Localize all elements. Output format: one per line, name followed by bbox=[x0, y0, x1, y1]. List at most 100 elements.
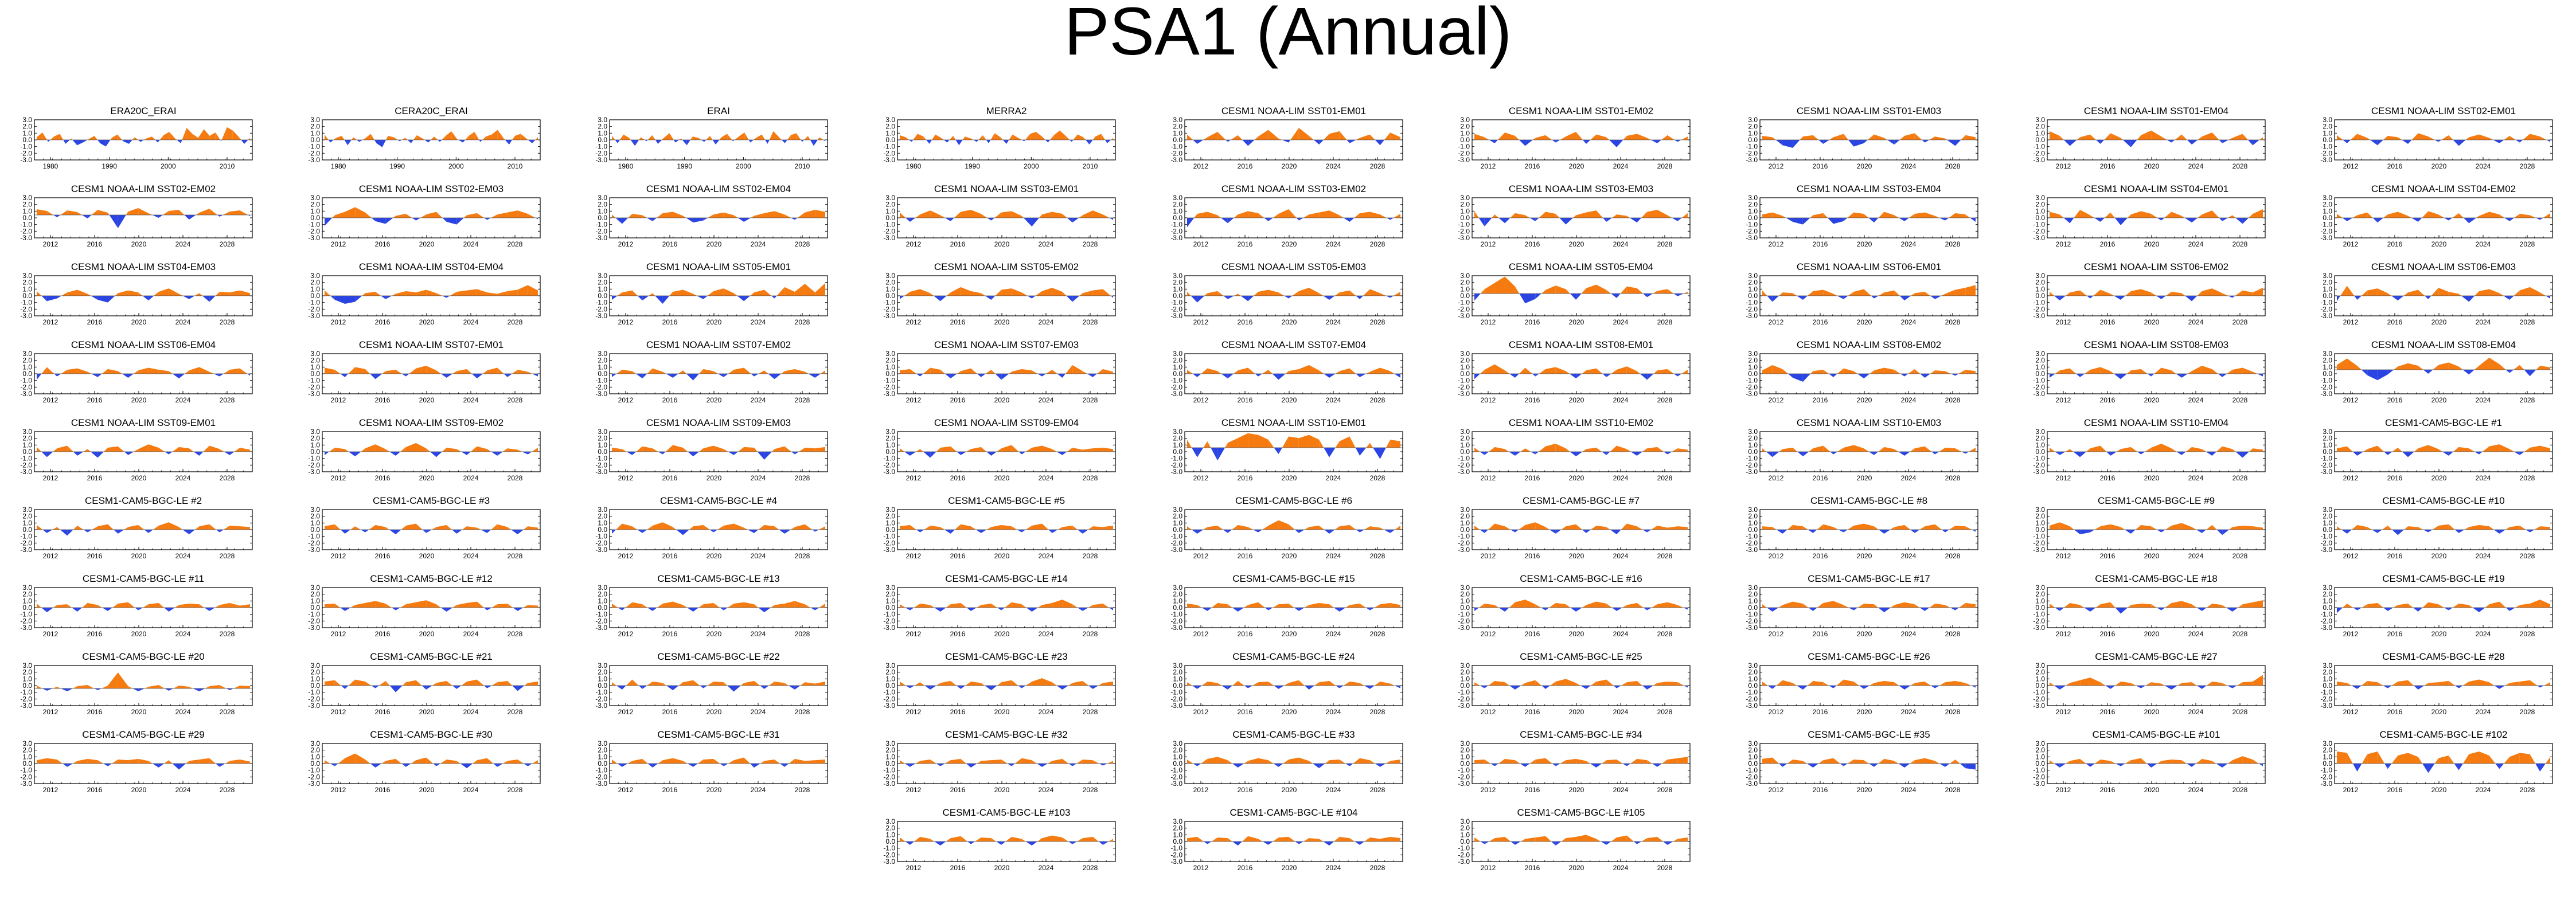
positive-area bbox=[365, 212, 372, 218]
positive-area bbox=[2337, 446, 2347, 452]
y-tick-label: 3.0 bbox=[885, 116, 895, 124]
positive-area bbox=[2337, 214, 2343, 218]
positive-area bbox=[209, 132, 216, 140]
panel-title: CESM1 NOAA-LIM SST09-EM03 bbox=[646, 417, 791, 428]
x-tick-label: 2028 bbox=[1657, 318, 1673, 326]
y-tick-label: -1.0 bbox=[595, 533, 607, 541]
y-tick-label: -2.0 bbox=[2320, 305, 2332, 313]
positive-area bbox=[774, 446, 785, 452]
positive-area bbox=[434, 136, 438, 140]
positive-area bbox=[240, 290, 250, 296]
positive-area bbox=[2418, 445, 2429, 452]
positive-area bbox=[334, 448, 345, 452]
negative-area bbox=[1606, 218, 1612, 222]
positive-area bbox=[2187, 371, 2192, 374]
positive-area bbox=[2367, 138, 2370, 140]
positive-area bbox=[1278, 209, 1289, 218]
positive-area bbox=[790, 527, 795, 530]
negative-area bbox=[399, 140, 402, 142]
negative-area bbox=[1227, 296, 1234, 299]
positive-area bbox=[713, 212, 724, 218]
panel-title: CESM1 NOAA-LIM SST01-EM01 bbox=[1221, 105, 1366, 116]
y-tick-label: -2.0 bbox=[20, 305, 32, 313]
positive-area bbox=[819, 137, 823, 140]
positive-area bbox=[632, 290, 638, 296]
negative-area bbox=[2438, 140, 2442, 142]
x-tick-label: 2012 bbox=[618, 240, 634, 248]
negative-area bbox=[177, 140, 181, 143]
positive-area bbox=[486, 134, 492, 140]
positive-area bbox=[784, 446, 791, 452]
positive-area bbox=[940, 527, 944, 530]
negative-area bbox=[381, 296, 386, 299]
negative-area bbox=[1673, 293, 1678, 296]
x-tick-label: 2016 bbox=[375, 396, 391, 404]
positive-area bbox=[1793, 448, 1798, 452]
positive-area bbox=[1238, 367, 1248, 374]
negative-area bbox=[2361, 370, 2368, 375]
positive-area bbox=[794, 284, 805, 296]
negative-area bbox=[1087, 374, 1093, 377]
panel-title: CESM1 NOAA-LIM SST08-EM03 bbox=[2084, 339, 2228, 350]
negative-area bbox=[973, 140, 977, 142]
negative-area bbox=[771, 296, 775, 299]
y-tick-label: -3.0 bbox=[1458, 234, 1470, 242]
positive-area bbox=[1268, 370, 1273, 374]
positive-area bbox=[2232, 526, 2243, 530]
x-tick-label: 2012 bbox=[2056, 474, 2071, 482]
x-tick-label: 2028 bbox=[795, 552, 810, 560]
negative-area bbox=[2524, 370, 2530, 377]
positive-area bbox=[2428, 136, 2435, 140]
y-tick-label: -2.0 bbox=[883, 305, 895, 313]
panel-title: CESM1 NOAA-LIM SST03-EM03 bbox=[1509, 183, 1653, 194]
negative-area bbox=[2377, 140, 2383, 146]
positive-area bbox=[431, 136, 435, 140]
negative-area bbox=[2059, 296, 2066, 301]
positive-area bbox=[134, 370, 139, 374]
y-tick-label: 3.0 bbox=[885, 194, 895, 202]
positive-area bbox=[966, 449, 971, 452]
positive-area bbox=[2141, 289, 2152, 296]
y-tick-label: 2.0 bbox=[885, 357, 895, 365]
negative-area bbox=[683, 530, 689, 535]
positive-area bbox=[2499, 293, 2504, 296]
positive-area bbox=[1103, 289, 1111, 296]
positive-area bbox=[138, 292, 143, 296]
panel-title: CESM1 NOAA-LIM SST07-EM02 bbox=[646, 339, 791, 350]
panel-title: CESM1-CAM5-BGC-LE #3 bbox=[373, 495, 490, 506]
positive-area bbox=[134, 449, 139, 452]
positive-area bbox=[1626, 286, 1637, 294]
negative-area bbox=[794, 452, 799, 455]
positive-area bbox=[1083, 137, 1086, 140]
positive-area bbox=[1268, 440, 1274, 448]
negative-area bbox=[975, 530, 981, 533]
negative-area bbox=[2100, 140, 2105, 144]
positive-area bbox=[2059, 136, 2064, 140]
positive-area bbox=[971, 291, 981, 296]
positive-area bbox=[699, 448, 704, 452]
positive-area bbox=[1677, 526, 1688, 530]
panel-34: CESM1 NOAA-LIM SST08-EM023.02.01.00.0-1.… bbox=[1746, 339, 1978, 404]
positive-area bbox=[405, 138, 408, 140]
positive-area bbox=[53, 448, 57, 452]
negative-area bbox=[2540, 218, 2543, 220]
positive-area bbox=[941, 138, 944, 140]
y-tick-label: 2.0 bbox=[1173, 123, 1182, 131]
negative-area bbox=[1838, 530, 1844, 533]
positive-area bbox=[930, 210, 940, 218]
negative-area bbox=[2121, 296, 2126, 300]
positive-area bbox=[345, 449, 349, 452]
negative-area bbox=[1197, 296, 1205, 303]
positive-area bbox=[703, 445, 714, 452]
positive-area bbox=[804, 136, 808, 140]
negative-area bbox=[1295, 530, 1299, 533]
negative-area bbox=[2408, 452, 2414, 457]
positive-area bbox=[815, 447, 825, 452]
positive-area bbox=[1647, 138, 1651, 140]
positive-area bbox=[60, 134, 64, 140]
positive-area bbox=[1354, 213, 1360, 218]
y-tick-label: 1.0 bbox=[598, 129, 607, 137]
positive-area bbox=[1254, 292, 1258, 296]
positive-area bbox=[2080, 290, 2087, 296]
positive-area bbox=[784, 287, 795, 296]
